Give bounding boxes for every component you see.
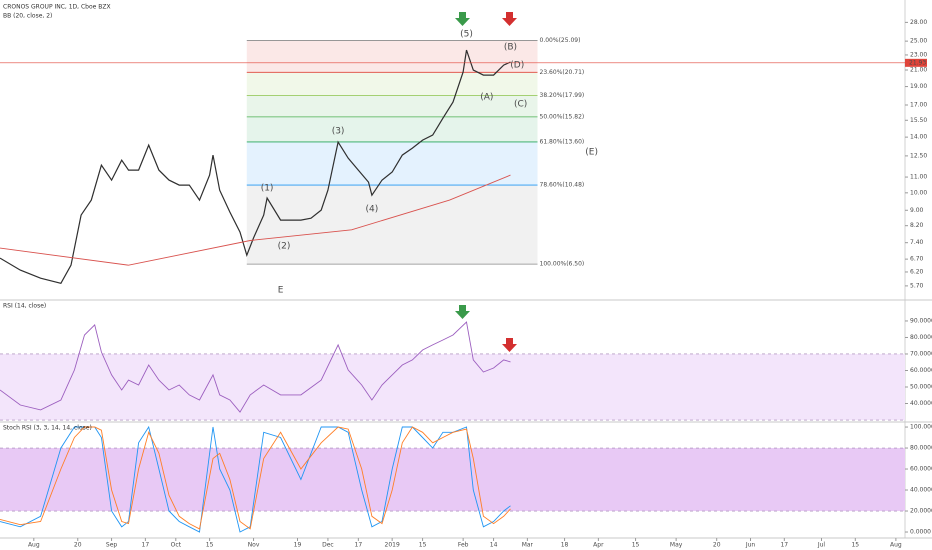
wave-label: (5): [460, 30, 473, 40]
x-tick-label: 15: [851, 542, 859, 549]
x-tick-label: 17: [780, 542, 788, 549]
last-price-badge: [905, 58, 927, 67]
x-tick-label: Aug: [28, 542, 40, 549]
wave-label: (E): [585, 148, 598, 158]
y-tick-label: 70.0000: [910, 350, 932, 357]
x-tick-label: Nov: [248, 542, 260, 549]
wave-label: (2): [278, 242, 291, 252]
wave-label: (A): [480, 93, 493, 103]
wave-label: (4): [365, 205, 378, 215]
y-tick-label: 80.0000: [910, 334, 932, 341]
overbought-band: [0, 353, 905, 421]
y-tick-label: 28.00: [910, 19, 927, 26]
fib-zone: [246, 185, 538, 265]
wave-label: (1): [261, 184, 274, 194]
fib-label: 0.00%(25.09): [540, 37, 581, 44]
x-tick-label: Feb: [458, 542, 469, 549]
x-tick-label: 20: [713, 542, 721, 549]
y-tick-label: 21.00: [910, 67, 927, 74]
fib-label: 38.20%(17.99): [540, 92, 585, 99]
x-tick-label: 15: [632, 542, 640, 549]
x-tick-label: Jul: [817, 542, 826, 549]
wave-label: E: [278, 286, 284, 296]
y-tick-label: 90.0000: [910, 317, 932, 324]
wave-label: (3): [332, 127, 345, 137]
arrow-icon: [502, 12, 517, 26]
y-tick-label: 10.00: [910, 189, 927, 196]
wave-label: (B): [504, 43, 517, 53]
series-line: [0, 174, 511, 266]
fib-zone: [246, 72, 538, 96]
fib-zone: [246, 141, 538, 186]
y-tick-label: 25.00: [910, 38, 927, 45]
fib-label: 23.60%(20.71): [540, 69, 585, 76]
y-tick-label: 8.20: [910, 222, 924, 229]
y-tick-label: 6.20: [910, 268, 924, 275]
x-tick-label: Mar: [522, 542, 534, 549]
y-tick-label: 14.00: [910, 134, 927, 141]
last-price-label: 21.93: [909, 59, 926, 66]
x-tick-label: 2019: [385, 542, 400, 549]
fib-label: 61.80%(13.60): [540, 138, 585, 145]
y-tick-label: 80.0000: [910, 445, 932, 452]
y-tick-label: 9.00: [910, 207, 924, 214]
x-tick-label: 20: [74, 542, 82, 549]
y-tick-label: 100.0000: [910, 424, 932, 431]
x-tick-label: 14: [490, 542, 498, 549]
fib-label: 50.00%(15.82): [540, 113, 585, 120]
arrow-icon: [502, 338, 517, 352]
arrow-icon: [455, 12, 470, 26]
y-tick-label: 12.50: [910, 152, 927, 159]
pane-title: Stoch RSI (3, 3, 14, 14, close): [3, 425, 92, 432]
y-tick-label: 11.00: [910, 174, 927, 181]
fib-zone: [246, 40, 538, 73]
fib-zone: [246, 95, 538, 117]
y-tick-label: 6.70: [910, 256, 924, 263]
y-tick-label: 20.0000: [910, 508, 932, 515]
x-tick-label: May: [670, 542, 683, 549]
wave-label: (D): [510, 61, 524, 71]
wave-label: (C): [514, 100, 527, 110]
x-tick-label: 15: [206, 542, 214, 549]
x-tick-label: Aug: [890, 542, 902, 549]
x-tick-label: Dec: [322, 542, 334, 549]
y-tick-label: 5.70: [910, 282, 924, 289]
series-line: [0, 49, 511, 284]
y-tick-label: 23.00: [910, 51, 927, 58]
y-tick-label: 60.0000: [910, 466, 932, 473]
y-tick-label: 60.0000: [910, 367, 932, 374]
arrow-icon: [455, 305, 470, 319]
fib-label: 78.60%(10.48): [540, 182, 585, 189]
x-tick-label: 18: [561, 542, 569, 549]
x-tick-label: Jun: [745, 542, 756, 549]
y-tick-label: 7.40: [910, 239, 924, 246]
series-line: [0, 321, 511, 413]
x-tick-label: Apr: [593, 542, 604, 549]
fib-label: 100.00%(6.50): [540, 261, 585, 268]
x-tick-label: 15: [419, 542, 427, 549]
x-tick-label: Sep: [106, 542, 118, 549]
pane-title: RSI (14, close): [3, 303, 46, 310]
fib-zone: [246, 116, 538, 142]
series-line: [0, 426, 511, 530]
y-tick-label: 0.0000: [910, 529, 931, 536]
y-tick-label: 40.0000: [910, 487, 932, 494]
y-tick-label: 50.0000: [910, 384, 932, 391]
plot-layer: Aug 20 Sep 17 Oct 15 Nov 19 Dec 17 2019 15 Feb 14 Mar 1…: [0, 19, 932, 549]
overbought-band: [0, 448, 905, 512]
chart-title: CRONOS GROUP INC, 1D, Cboe BZX: [3, 4, 111, 11]
y-tick-label: 15.50: [910, 117, 927, 124]
y-tick-label: 19.00: [910, 83, 927, 90]
y-tick-label: 17.00: [910, 101, 927, 108]
x-tick-label: 19: [294, 542, 302, 549]
x-tick-label: 17: [355, 542, 363, 549]
y-tick-label: 40.0000: [910, 400, 932, 407]
x-tick-label: 17: [142, 542, 150, 549]
chart-subtitle: BB (20, close, 2): [3, 13, 52, 20]
x-tick-label: Oct: [171, 542, 182, 549]
